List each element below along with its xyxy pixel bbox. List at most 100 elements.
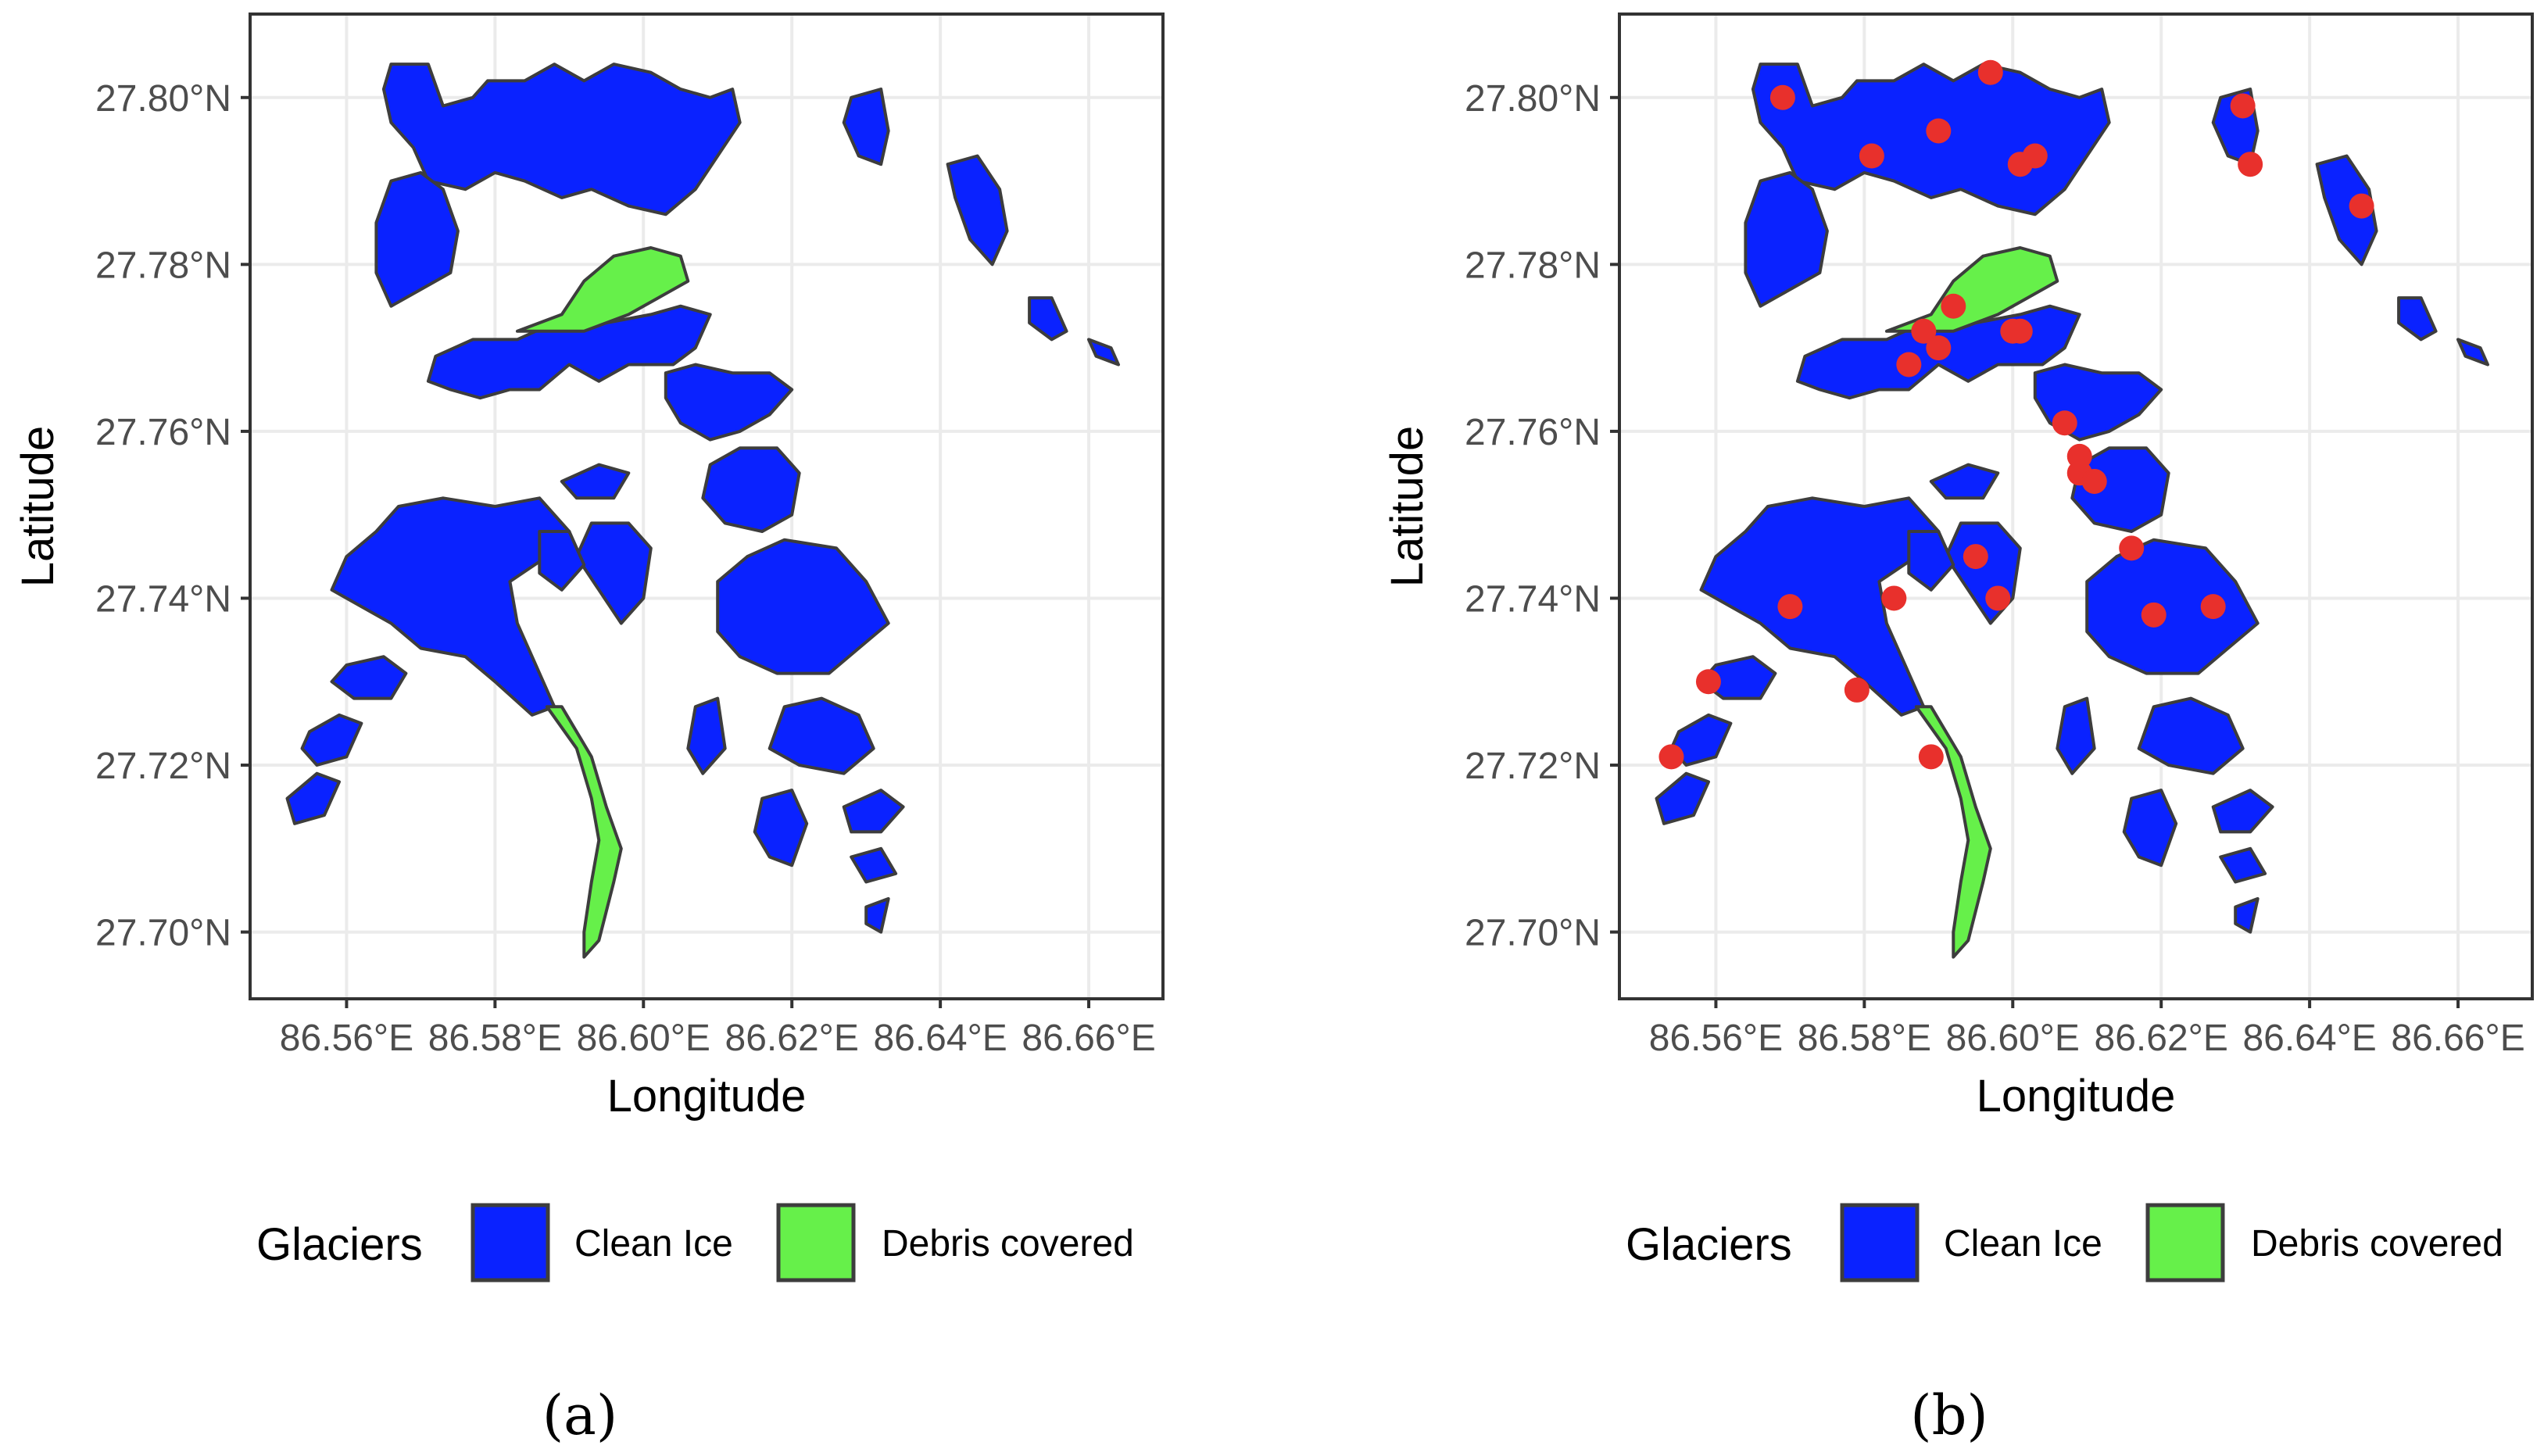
sample-point	[2230, 93, 2256, 119]
y-tick-label: 27.70°N	[95, 913, 231, 954]
glacier-clean-ice	[2315, 154, 2378, 267]
sample-point	[2119, 535, 2145, 561]
y-tick-label: 27.78°N	[1465, 245, 1601, 286]
x-tick-label: 86.66°E	[2391, 1018, 2524, 1059]
y-tick-labels: 27.80°N 27.78°N 27.76°N 27.74°N 27.72°N 27.70…	[95, 78, 250, 954]
sample-point	[1926, 335, 1952, 361]
glacier-clean-ice	[381, 63, 742, 216]
glacier-clean-ice	[560, 463, 631, 500]
legend: Glaciers Clean Ice Debris covered	[1626, 1203, 2503, 1282]
x-tick-label: 86.60°E	[1946, 1018, 2080, 1059]
sample-point	[1769, 84, 1795, 110]
legend: Glaciers Clean Ice Debris covered	[256, 1203, 1134, 1282]
plot-frame	[1618, 13, 2534, 1000]
y-tick-label: 27.80°N	[1465, 78, 1601, 120]
y-axis-title: Latitude	[13, 426, 63, 587]
sample-point	[2081, 468, 2107, 494]
sample-point	[1963, 544, 1988, 570]
legend-swatch-debris	[776, 1203, 856, 1282]
glacier-clean-ice	[1929, 463, 2000, 500]
x-tick-label: 86.64°E	[2242, 1018, 2376, 1059]
x-tick-label: 86.56°E	[280, 1018, 413, 1059]
glacier-clean-ice	[374, 170, 460, 308]
x-tick-label: 86.64°E	[873, 1018, 1007, 1059]
y-tick-label: 27.70°N	[1465, 913, 1601, 954]
glacier-debris-covered	[1914, 705, 1992, 959]
glacier-clean-ice	[701, 446, 801, 533]
glacier-clean-ice	[946, 154, 1009, 267]
sample-point	[2349, 193, 2374, 219]
sample-point	[1977, 59, 2003, 85]
legend-title: Glaciers	[1626, 1219, 1792, 1270]
glacier-clean-ice	[285, 771, 341, 825]
x-tick-label: 86.62°E	[2095, 1018, 2228, 1059]
glacier-clean-ice	[1699, 496, 1941, 717]
legend-swatch-debris	[2145, 1203, 2225, 1282]
glacier-clean-ice	[2219, 846, 2267, 884]
glacier-clean-ice	[716, 538, 890, 675]
x-axis-title: Longitude	[607, 1071, 807, 1122]
sample-point	[1844, 677, 1870, 703]
glacier-clean-ice	[2122, 789, 2178, 868]
glacier-clean-ice	[686, 696, 727, 775]
glacier-debris-covered	[515, 246, 690, 333]
map-panel-b: 86.56°E 86.58°E 86.60°E 86.62°E 86.64°E 86.66…	[1382, 13, 2534, 1447]
y-tick-label: 27.80°N	[95, 78, 231, 120]
y-tick-label: 27.74°N	[95, 578, 231, 620]
sample-point	[1985, 585, 2011, 611]
y-tick-label: 27.76°N	[95, 412, 231, 453]
sample-point	[2200, 594, 2226, 620]
glacier-clean-ice	[300, 713, 363, 767]
glacier-clean-ice	[426, 304, 712, 400]
glacier-clean-ice	[2070, 446, 2170, 533]
sample-point	[1896, 352, 1922, 377]
panel-caption: (b)	[1910, 1383, 1988, 1447]
legend-label-debris: Debris covered	[882, 1223, 1134, 1265]
y-tick-label: 27.72°N	[95, 746, 231, 787]
x-tick-label: 86.58°E	[1798, 1018, 1931, 1059]
sample-point	[2022, 143, 2048, 169]
sample-point	[1859, 143, 1884, 169]
y-tick-labels: 27.80°N 27.78°N 27.76°N 27.74°N 27.72°N 27.70…	[1465, 78, 1619, 954]
sample-point	[2141, 602, 2167, 628]
y-axis-title: Latitude	[1382, 426, 1433, 587]
glacier-clean-ice	[2456, 338, 2489, 367]
legend-label-debris: Debris covered	[2251, 1223, 2503, 1265]
glacier-clean-ice	[2234, 896, 2260, 934]
glacier-clean-ice	[1087, 338, 1120, 367]
y-tick-label: 27.78°N	[95, 245, 231, 286]
sample-point	[2238, 152, 2263, 177]
glacier-clean-ice	[842, 789, 905, 834]
legend-label-clean-ice: Clean Ice	[1944, 1223, 2102, 1265]
glacier-clean-ice	[767, 696, 875, 775]
legend-swatch-clean-ice	[471, 1203, 550, 1282]
x-tick-label: 86.60°E	[577, 1018, 710, 1059]
map-panel-a: 86.56°E 86.58°E 86.60°E 86.62°E 86.64°E 86.66…	[13, 13, 1165, 1447]
glacier-clean-ice	[330, 496, 571, 717]
glacier-clean-ice	[2137, 696, 2245, 775]
sample-point	[1941, 293, 1966, 319]
glacier-clean-ice	[1744, 170, 1829, 308]
x-tick-label: 86.66°E	[1022, 1018, 1155, 1059]
x-tick-labels: 86.56°E 86.58°E 86.60°E 86.62°E 86.64°E 86.66…	[280, 999, 1156, 1059]
glacier-clean-ice	[1907, 530, 1955, 592]
sample-point	[1777, 594, 1803, 620]
x-tick-labels: 86.56°E 86.58°E 86.60°E 86.62°E 86.64°E 86.66…	[1649, 999, 2525, 1059]
glacier-clean-ice	[664, 363, 794, 442]
glacier-clean-ice	[2056, 696, 2096, 775]
sample-point	[1918, 744, 1944, 770]
glacier-clean-ice	[2397, 296, 2438, 342]
glacier-clean-ice	[2211, 789, 2274, 834]
sample-point	[1695, 669, 1721, 695]
sample-point	[1881, 585, 1907, 611]
legend-title: Glaciers	[256, 1219, 423, 1270]
y-tick-label: 27.72°N	[1465, 746, 1601, 787]
y-tick-label: 27.76°N	[1465, 412, 1601, 453]
x-tick-label: 86.56°E	[1649, 1018, 1783, 1059]
glacier-clean-ice	[850, 846, 898, 884]
glacier-clean-ice	[842, 88, 890, 166]
glacier-clean-ice	[753, 789, 809, 868]
sample-point	[1658, 744, 1684, 770]
glacier-clean-ice	[1655, 771, 1710, 825]
